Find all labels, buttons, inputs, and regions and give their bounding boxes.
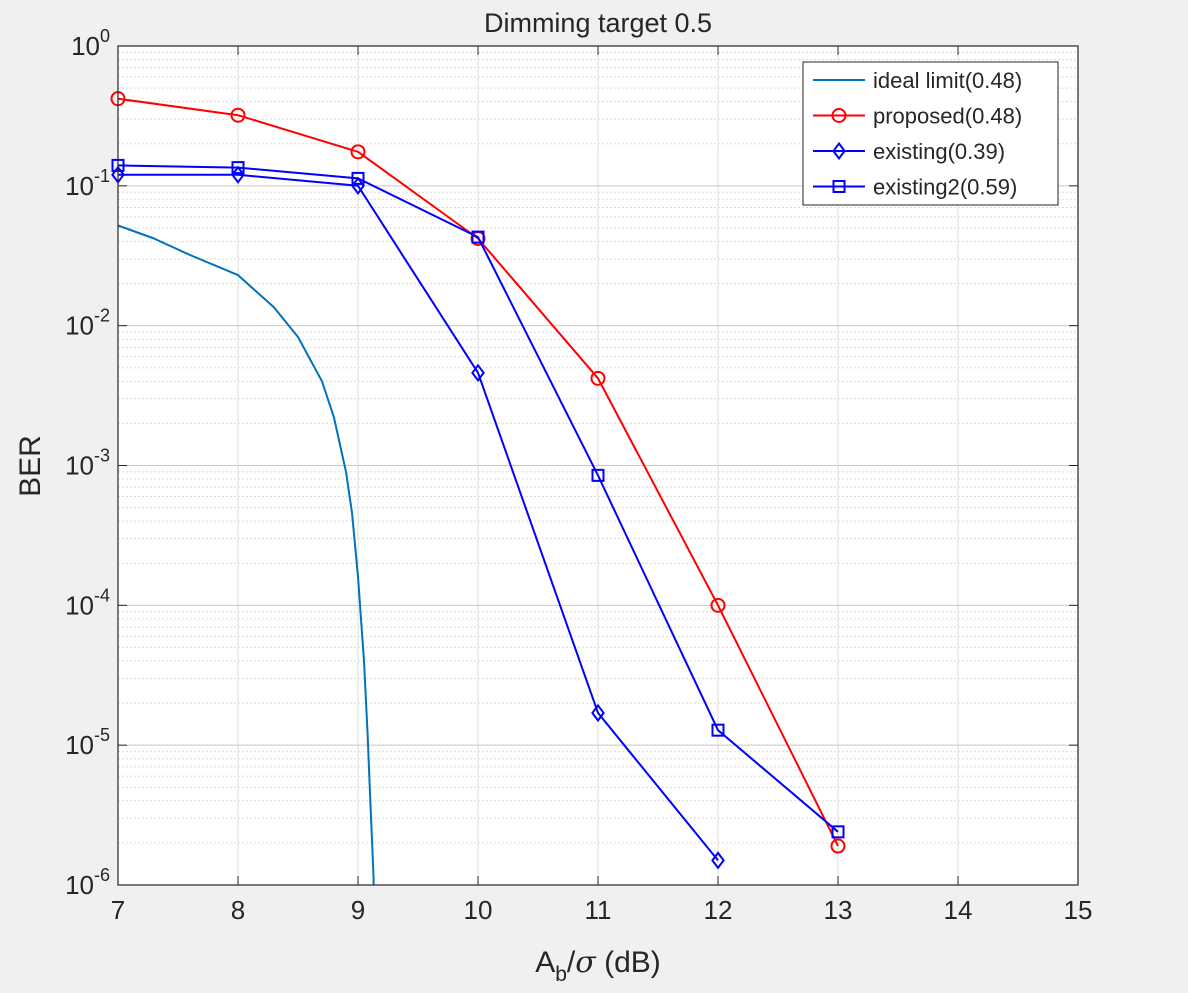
y-tick-label-exponent: -4 [94,585,110,605]
legend-item: existing(0.39) [813,139,1005,164]
y-tick-label: 10-5 [65,725,110,760]
x-axis-label-greek: σ [575,945,597,980]
y-tick-label-exponent: -6 [94,865,110,885]
y-tick-label-exponent: -5 [94,725,110,745]
y-tick-label-base: 10 [65,590,94,620]
data-point-circle [590,370,606,386]
y-tick-label-exponent: -1 [94,166,110,186]
legend-item: ideal limit(0.48) [813,68,1022,93]
y-tick-label: 10-6 [65,865,110,900]
x-tick-label: 9 [351,895,365,925]
data-point-circle [710,597,726,613]
y-tick-label-base: 10 [65,730,94,760]
data-point-diamond [832,141,846,161]
legend-label: ideal limit(0.48) [873,68,1022,93]
y-tick-label: 10-3 [65,446,110,481]
y-tick-label-exponent: -3 [94,446,110,466]
legend-item: existing2(0.59) [813,175,1017,200]
x-tick-label: 10 [464,895,493,925]
data-point-circle [350,144,366,160]
y-tick-label: 10-1 [65,166,110,201]
data-point-diamond [711,851,725,870]
y-tick-label: 10-2 [65,306,110,341]
y-tick-label-exponent: -2 [94,306,110,326]
ticks: 7 8 9 10 11 12 13 14 1510010-110-210-310-410-510… [65,26,1092,925]
y-tick-label-base: 10 [65,451,94,481]
series-layer [110,91,846,885]
x-tick-label: 14 [944,895,973,925]
data-point-square [591,468,605,482]
data-point-square [832,180,846,193]
data-point-square [231,161,245,175]
series-3 [111,165,725,870]
legend-label: existing(0.39) [873,139,1005,164]
x-tick-label: 13 [824,895,853,925]
data-point-diamond [471,363,485,382]
series-line [117,224,375,885]
series-line [118,173,719,862]
x-tick-label: 11 [585,895,612,925]
data-point-square [351,171,365,185]
y-tick-label-base: 10 [65,171,94,201]
y-axis-label: BER [14,435,47,497]
y-tick-label: 100 [71,26,110,61]
series-line [117,164,839,833]
x-tick-label: 7 [111,895,125,925]
x-tick-label: 8 [231,895,245,925]
legend-label: existing2(0.59) [873,175,1017,200]
x-axis-label: Ab/σ (dB) [535,945,661,986]
data-point-circle [230,107,246,123]
x-axis-label-sub: b [555,963,567,986]
series-1 [117,224,375,885]
x-axis-label-base: A [535,946,555,979]
legend-label: proposed(0.48) [873,104,1022,129]
x-tick-label: 12 [704,895,733,925]
y-tick-label-base: 10 [71,31,100,61]
data-point-square [711,723,725,737]
data-point-circle [831,108,847,123]
y-tick-label-base: 10 [65,870,94,900]
y-tick-label-exponent: 0 [100,26,110,46]
data-point-square [471,230,485,244]
data-point-circle [830,838,846,854]
y-tick-label-base: 10 [65,311,94,341]
x-tick-label: 15 [1064,895,1093,925]
legend: ideal limit(0.48) proposed(0.48) existing(… [802,61,1059,206]
data-point-diamond [591,703,605,723]
legend-item: proposed(0.48) [813,104,1022,129]
data-point-square [831,825,845,839]
x-axis-label-unit: (dB) [596,946,661,979]
x-axis-label-slash: / [567,946,576,979]
chart-title: Dimming target 0.5 [484,8,712,38]
y-tick-label: 10-4 [65,585,110,620]
